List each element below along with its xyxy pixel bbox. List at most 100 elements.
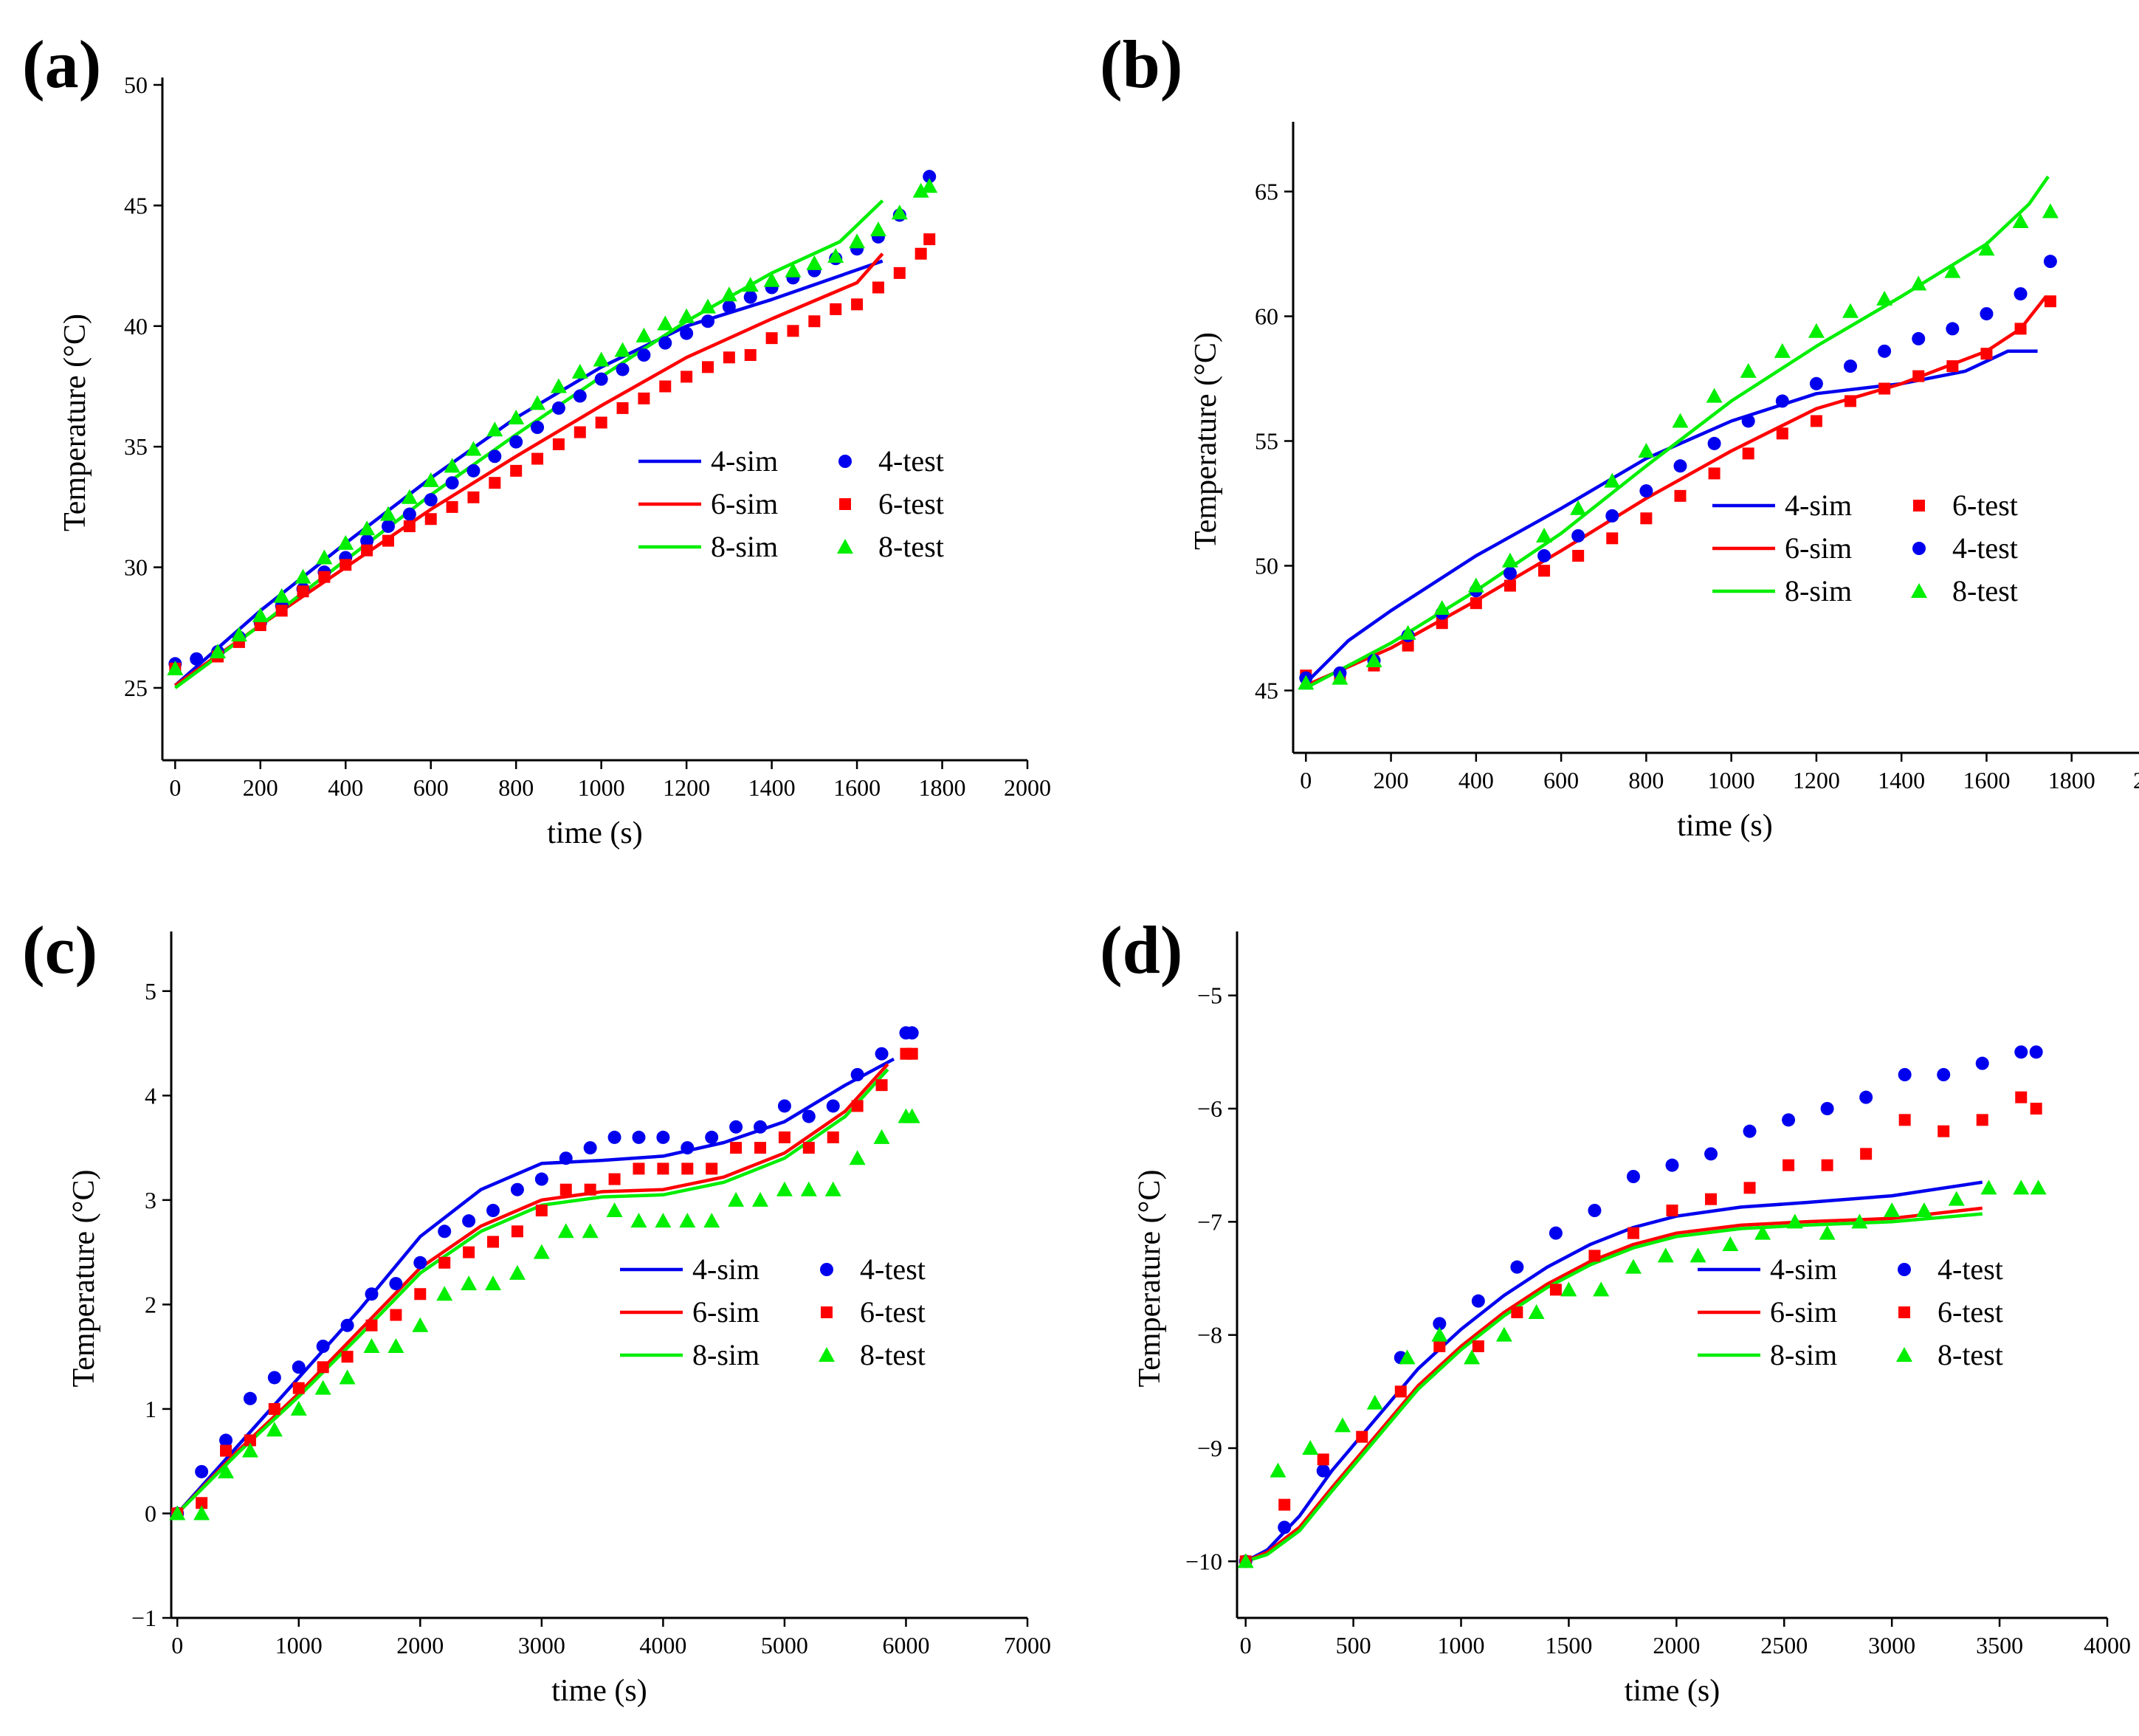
x-tick-label: 1000	[275, 1632, 323, 1658]
data-point-6-test	[659, 380, 672, 393]
data-point-6-test	[2044, 295, 2056, 308]
data-point-4-test	[637, 348, 651, 362]
data-point-6-test	[414, 1288, 427, 1301]
x-tick-label: 1600	[833, 774, 881, 801]
data-point-6-test	[1810, 415, 1822, 427]
data-point-6-test	[616, 402, 629, 414]
data-point-4-test	[722, 300, 736, 314]
data-point-8-test	[461, 1275, 478, 1291]
data-point-4-test	[1878, 344, 1892, 358]
data-point-6-test	[317, 1361, 329, 1374]
x-tick-label: 1200	[1793, 767, 1840, 793]
data-point-6-test	[1402, 639, 1414, 652]
data-point-8-test	[2030, 1179, 2047, 1195]
data-point-8-test	[806, 255, 823, 270]
data-point-8-test	[606, 1202, 623, 1217]
y-tick-label: 65	[1255, 179, 1278, 205]
data-point-4-test	[1782, 1113, 1796, 1127]
data-point-4-test	[656, 1130, 670, 1144]
data-point-8-test	[703, 1213, 720, 1228]
data-point-8-test	[1399, 1349, 1416, 1365]
data-point-8-test	[218, 1463, 235, 1478]
data-point-4-test	[1537, 548, 1551, 562]
data-point-8-test	[824, 1181, 841, 1196]
data-point-8-test	[339, 1369, 356, 1385]
data-point-4-test	[389, 1277, 403, 1291]
data-point-6-test	[463, 1246, 475, 1258]
data-point-4-test	[1316, 1464, 1330, 1478]
x-tick-label: 1000	[1438, 1632, 1485, 1658]
data-point-4-test	[1704, 1147, 1718, 1161]
data-point-8-test	[508, 409, 525, 424]
data-point-6-test	[1627, 1227, 1639, 1239]
data-point-4-test	[1605, 509, 1619, 523]
data-point-6-test	[1666, 1205, 1678, 1216]
data-point-6-test	[292, 1382, 305, 1394]
data-point-8-test	[1332, 669, 1348, 685]
data-point-4-test	[2029, 1045, 2043, 1059]
data-point-6-test	[1472, 1340, 1484, 1352]
data-point-8-test	[1366, 1394, 1383, 1410]
legend: 4-sim 6-test 6-sim 4-test 8-sim 8-test	[1712, 489, 2018, 607]
data-point-8-test	[557, 1223, 574, 1239]
y-tick-label: 0	[145, 1500, 156, 1526]
data-point-8-test	[1302, 1440, 1319, 1455]
legend-label: 8-test	[1938, 1338, 2003, 1371]
x-tick-label: 1800	[919, 774, 966, 801]
x-tick-label: 600	[1543, 767, 1579, 793]
data-point-6-test	[1705, 1193, 1718, 1205]
data-point-6-test	[424, 513, 437, 526]
data-point-6-test	[574, 426, 586, 438]
data-point-6-test	[1821, 1159, 1833, 1171]
legend-marker-swatch	[820, 1263, 833, 1276]
data-point-8-test	[903, 1108, 920, 1123]
data-point-6-test	[1317, 1453, 1329, 1466]
data-point-8-test	[699, 298, 716, 314]
data-point-4-test	[438, 1224, 452, 1239]
legend-marker-swatch	[838, 455, 852, 468]
data-point-6-test	[390, 1309, 402, 1321]
legend-label: 6-test	[878, 487, 944, 520]
data-point-6-test	[1572, 549, 1585, 562]
chart-panel-3: (c) 0 1000 2000 3000 4000 5000 6000 7000 −1 0 1 2 3 4 5…	[22, 912, 1051, 1708]
x-tick-label: 1400	[748, 774, 796, 801]
data-point-6-test	[446, 500, 458, 513]
legend-marker-swatch	[819, 1347, 835, 1362]
legend-label: 4-test	[860, 1253, 926, 1286]
data-point-6-test	[701, 361, 714, 373]
data-point-8-test	[1754, 1224, 1771, 1240]
data-point-8-test	[1774, 342, 1791, 358]
data-point-4-test	[875, 1047, 889, 1061]
y-tick-label: 60	[1255, 303, 1278, 330]
data-point-8-test	[169, 1505, 186, 1520]
data-point-8-test	[1536, 527, 1553, 542]
x-axis-title: time (s)	[547, 816, 642, 850]
data-point-6-test	[1511, 1306, 1523, 1318]
data-point-6-test	[489, 477, 501, 489]
data-point-4-test	[1639, 484, 1653, 498]
data-point-8-test	[1365, 652, 1382, 667]
data-point-4-test	[1665, 1158, 1679, 1172]
data-point-4-test	[1844, 359, 1858, 373]
data-point-6-test	[1538, 565, 1551, 577]
data-point-8-test	[873, 1129, 890, 1144]
data-point-4-test	[486, 1204, 500, 1217]
data-point-6-test	[511, 1225, 523, 1238]
data-point-8-test	[359, 520, 376, 536]
data-point-8-test	[337, 534, 354, 550]
data-point-6-test	[2015, 1091, 2028, 1103]
x-axis-title: time (s)	[551, 1674, 647, 1708]
x-tick-label: 2000	[1653, 1632, 1700, 1658]
data-point-4-test	[777, 1099, 791, 1113]
data-point-6-test	[638, 392, 650, 404]
data-point-4-test	[381, 520, 395, 534]
data-point-8-test	[1915, 1202, 1932, 1217]
data-point-4-test	[2043, 255, 2057, 269]
legend-marker-swatch	[1898, 1306, 1910, 1318]
y-tick-label: 50	[1255, 553, 1278, 579]
data-point-6-test	[1743, 1182, 1756, 1194]
data-point-6-test	[872, 281, 884, 294]
legend-marker-swatch	[839, 498, 851, 510]
data-point-4-test	[316, 1340, 330, 1353]
x-tick-label: 800	[498, 774, 534, 801]
